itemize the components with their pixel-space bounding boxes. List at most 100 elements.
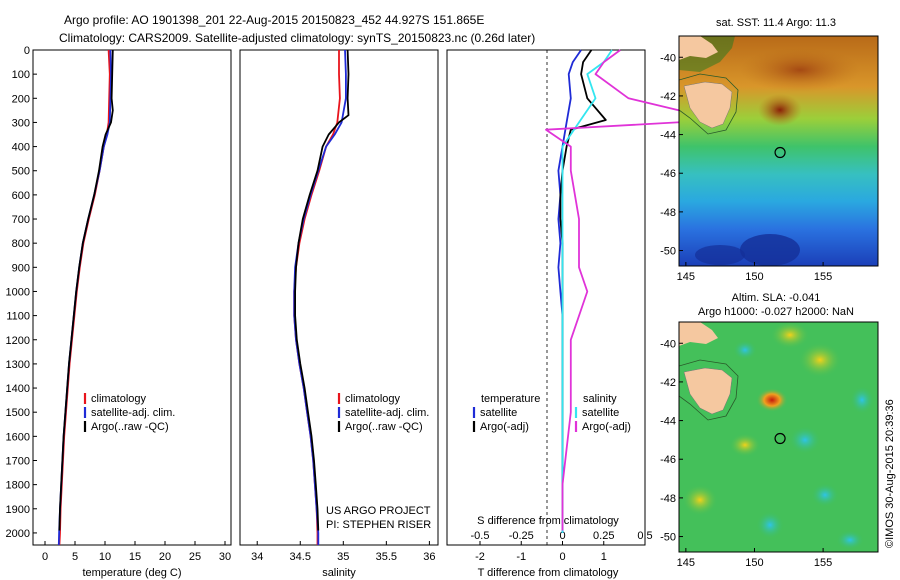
lon-tick-label: 155 [814,557,832,569]
lat-tick-label: -46 [660,168,676,180]
x-tick-label: 34 [251,551,263,563]
lat-tick-label: -50 [660,532,676,544]
legend-argo: Argo(..raw -QC) [91,421,169,433]
depth-tick-label: 300 [12,117,30,129]
depth-tick-label: 0 [24,45,30,57]
sla-yellow-sw [682,484,718,516]
legend-temperature-title: temperature [481,393,540,405]
x-tick-label: 35 [337,551,349,563]
lat-tick-label: -50 [660,246,676,258]
x-tick-label: 0 [559,551,565,563]
project-credit: US ARGO PROJECT [326,505,431,517]
difference-plot-area [446,49,646,546]
sst-map-frame [678,35,879,267]
legend-salinity-title: salinity [583,393,617,405]
x-tick-label: 5 [72,551,78,563]
figure-title-line1: Argo profile: AO 1901398_201 22-Aug-2015… [64,13,484,27]
legend-argo: Argo(..raw -QC) [345,421,423,433]
depth-tick-label: 400 [12,142,30,154]
depth-tick-label: 200 [12,93,30,105]
legend-sal-argo: Argo(-adj) [582,421,631,433]
depth-tick-label: 2000 [6,528,30,540]
depth-tick-label: 1700 [6,455,30,467]
sst-cold-core-west [695,245,745,265]
sla-cyan-3 [811,483,839,507]
depth-tick-label: 1300 [6,359,30,371]
lat-tick-label: -42 [660,377,676,389]
sla-cyan-2 [756,511,784,539]
sla-field [679,322,878,552]
sla-cyan-6 [836,530,864,550]
sla-float-marker [774,432,786,445]
sla-map-frame [678,321,879,553]
sst-map-panel: sat. SST: 11.4 Argo: 11.3 -40 -42 -44 -46 -4… [660,17,879,283]
salinity-plot-area [239,49,439,546]
x-tick-label: -2 [475,551,485,563]
temperature-panel: 0100200300400500600700800900100011001200… [6,45,232,579]
depth-tick-label: 1500 [6,407,30,419]
legend-climatology: climatology [91,393,147,405]
depth-tick-label: 100 [12,69,30,81]
difference-panel: -2 -1 0 1 -0.5 -0.25 0 0.25 0.5 S difference fro… [446,49,721,579]
sla-red-core [756,388,788,412]
pi-credit: PI: STEPHEN RISER [326,519,431,531]
depth-tick-label: 1400 [6,383,30,395]
legend-temp-satellite: satellite [480,407,517,419]
sst-cold-core [740,234,800,266]
depth-tick-label: 1900 [6,504,30,516]
lat-tick-label: -42 [660,91,676,103]
legend-climatology: climatology [345,393,401,405]
sla-yellow-east [798,342,842,378]
sst-map-title: sat. SST: 11.4 Argo: 11.3 [716,17,836,29]
depth-tick-label: 1600 [6,431,30,443]
series-line-satellite [561,49,613,533]
temperature-plot-area [32,49,232,546]
series-line-argo-raw-qc- [294,49,350,531]
lat-tick-label: -48 [660,493,676,505]
lon-tick-label: 155 [814,271,832,283]
depth-tick-label: 900 [12,262,30,274]
s-diff-tick-label: 0.25 [593,530,614,542]
sla-map-title-line2: Argo h1000: -0.027 h2000: NaN [698,306,854,318]
imos-timestamp: ©IMOS 30-Aug-2015 20:39:36 [884,399,896,548]
x-tick-label: 30 [219,551,231,563]
sst-tasmania-land [683,81,733,129]
series-line-argo-adj- [545,49,721,531]
s-diff-tick-label: -0.25 [509,530,534,542]
lon-tick-label: 145 [677,271,695,283]
x-tick-label: -1 [516,551,526,563]
sst-warm-band [740,48,860,92]
lat-tick-label: -46 [660,454,676,466]
x-tick-label: 20 [159,551,171,563]
legend-satellite-adj: satellite-adj. clim. [345,407,429,419]
sla-shelf-contour [679,359,739,421]
depth-tick-label: 700 [12,214,30,226]
s-diff-tick-label: -0.5 [471,530,490,542]
legend-temp-argo: Argo(-adj) [480,421,529,433]
x-tick-label: 10 [99,551,111,563]
lat-tick-label: -40 [660,338,676,350]
depth-tick-label: 1100 [6,311,30,323]
salinity-axis-label: salinity [322,567,356,579]
depth-tick-label: 600 [12,190,30,202]
depth-tick-label: 800 [12,238,30,250]
depth-tick-label: 1200 [6,335,30,347]
s-difference-label: S difference from climatology [477,515,619,527]
sla-yellow-south [729,433,761,457]
sla-cyan-4 [733,340,757,360]
x-tick-label: 35.5 [376,551,397,563]
x-tick-label: 0 [42,551,48,563]
x-tick-label: 25 [189,551,201,563]
lat-tick-label: -44 [660,130,676,142]
temperature-axis-label: temperature (deg C) [82,567,181,579]
salinity-panel: 34 34.5 35 35.5 36 salinity climatology satel… [239,49,439,579]
sla-yellow-north [770,322,810,349]
lon-tick-label: 145 [677,557,695,569]
sla-map-panel: Altim. SLA: -0.041 Argo h1000: -0.027 h2… [660,292,879,569]
x-tick-label: 36 [423,551,435,563]
sla-cyan-1 [789,426,821,454]
t-difference-axis-label: T difference from climatology [478,567,619,579]
legend-sal-satellite: satellite [582,407,619,419]
depth-tick-label: 1800 [6,480,30,492]
